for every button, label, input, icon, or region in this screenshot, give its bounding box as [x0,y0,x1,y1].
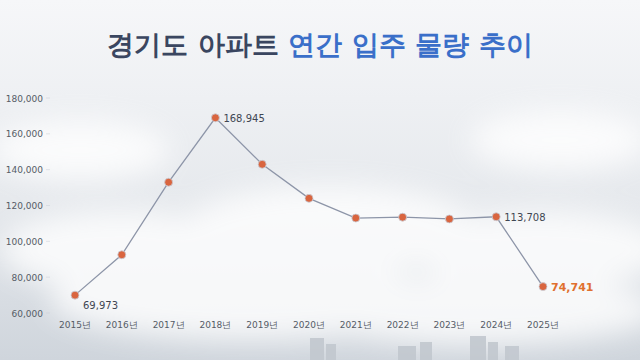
marker [71,291,79,299]
marker [258,160,266,168]
y-tick [46,277,50,278]
marker [399,213,407,221]
building [326,344,336,360]
y-tick [46,98,50,99]
x-tick-label: 2017년 [153,320,185,330]
title-part: 연간 [279,29,342,60]
y-tick-label: 80,000 [12,273,44,283]
x-tick-label: 2021년 [340,320,372,330]
data-labels: 69,973 168,945 113,708 74,741 [83,113,593,311]
x-tick-label: 2018년 [199,320,231,330]
title-part: 아파트 [188,29,278,60]
y-tick [46,205,50,206]
cloud [470,110,640,170]
marker [352,214,360,222]
marker [539,283,547,291]
marker [305,194,313,202]
y-tick-label: 100,000 [6,237,43,247]
building [505,346,519,360]
data-label: 168,945 [223,113,264,124]
y-tick-label: 180,000 [6,94,43,104]
x-tick-label: 2023년 [433,320,465,330]
marker [445,215,453,223]
title-part: 경기도 [107,29,188,60]
data-label: 69,973 [83,300,118,311]
y-tick [46,313,50,314]
marker [118,251,126,259]
building [470,336,486,360]
y-tick-label: 140,000 [6,165,43,175]
y-tick-label: 60,000 [12,309,44,319]
buildings [310,336,519,360]
data-label: 113,708 [504,212,545,223]
marker [492,213,500,221]
x-axis: 2015년 2016년 2017년 2018년 2019년 2020년 2021년 2022년… [59,320,559,330]
title: 경기도 아파트 연간 입주 물량 추이 [107,29,532,60]
cloud [0,120,170,180]
chart: 경기도 아파트 연간 입주 물량 추이 60,000 80,000 100,000 12… [0,0,640,360]
marker [165,178,173,186]
title-part: 입주 [342,29,405,60]
building [310,338,324,360]
x-tick-label: 2019년 [246,320,278,330]
x-tick-label: 2025년 [527,320,559,330]
data-label: 74,741 [551,281,593,294]
y-tick [46,169,50,170]
x-tick-label: 2020년 [293,320,325,330]
y-tick [46,241,50,242]
plot [71,114,547,299]
line [75,118,543,295]
x-tick-label: 2024년 [480,320,512,330]
y-tick-label: 160,000 [6,129,43,139]
x-tick-label: 2022년 [387,320,419,330]
building [398,346,416,360]
title-part: 물량 [406,29,469,60]
building [488,342,498,360]
marker [211,114,219,122]
clouds [0,110,640,345]
y-axis: 60,000 80,000 100,000 120,000 140,000 160,000… [6,94,50,319]
cloud [300,275,640,345]
building [420,342,432,360]
y-tick-label: 120,000 [6,201,43,211]
x-tick-label: 2016년 [106,320,138,330]
y-tick [46,133,50,134]
x-tick-label: 2015년 [59,320,91,330]
title-part: 추이 [469,29,532,60]
